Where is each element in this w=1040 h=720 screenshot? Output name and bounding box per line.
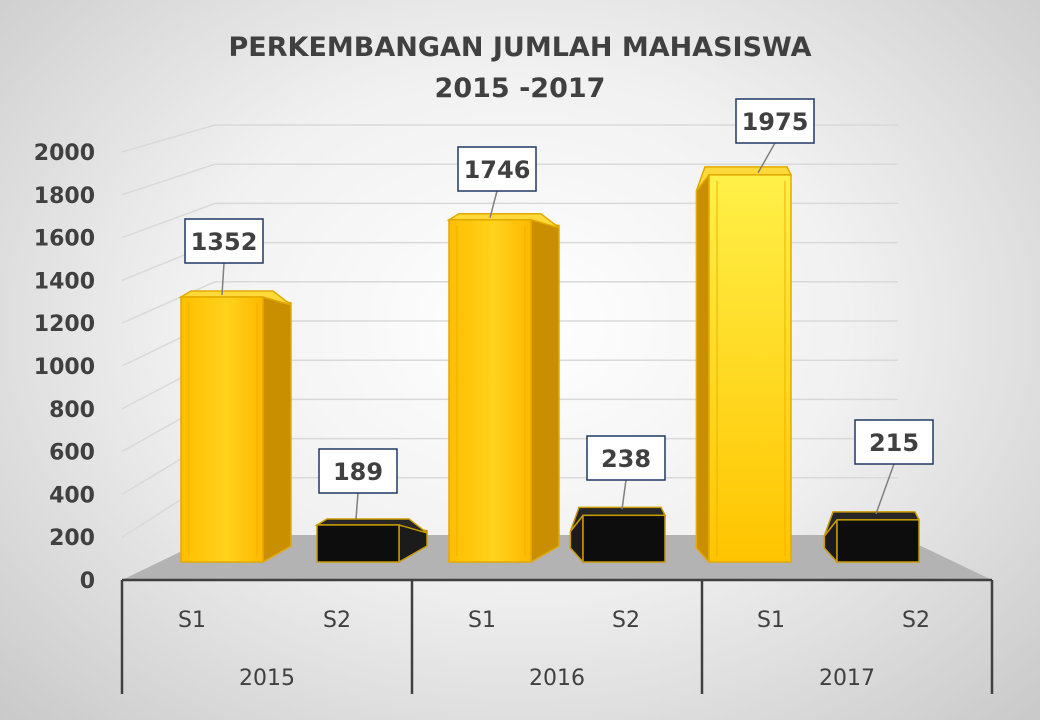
y-axis-ticks: 0 200 400 600 800 1000 1200 1400 1600 1800 2000 [34, 141, 95, 594]
data-label: 189 [318, 448, 398, 520]
bar-front [448, 219, 532, 563]
y-tick-label: 400 [49, 483, 95, 508]
gridline-side [121, 124, 216, 153]
data-label-value: 215 [869, 429, 919, 457]
bar-front [316, 524, 400, 563]
bar-front [836, 519, 920, 563]
bar-s2-2017 [823, 511, 921, 564]
bar-side [262, 296, 292, 564]
bar-side [530, 218, 560, 564]
bar-side [695, 172, 710, 564]
gridline-side [121, 163, 216, 196]
leader-line [621, 479, 627, 510]
bar-s1-2016 [446, 213, 560, 564]
data-label: 1975 [735, 98, 815, 174]
category-label: S1 [468, 608, 496, 633]
bar-s1-2015 [178, 290, 292, 564]
leader-line [875, 463, 895, 515]
bar-front [708, 174, 792, 563]
data-label-value: 238 [601, 445, 651, 473]
data-labels: 1352 189 1746 238 1975 215 [184, 98, 934, 520]
y-tick-label: 1000 [34, 355, 95, 380]
y-tick-label: 2000 [34, 141, 95, 166]
y-tick-label: 800 [49, 398, 95, 423]
category-label: S2 [902, 608, 930, 633]
bar-s1-2017 [695, 166, 793, 564]
y-tick-label: 1400 [34, 269, 95, 294]
x-axis: S1 S2 S1 S2 S1 S2 2015 2016 2017 [120, 578, 994, 694]
bar-front [582, 514, 666, 563]
data-label-value: 1975 [742, 108, 809, 136]
y-tick-label: 1200 [34, 312, 95, 337]
chart-subtitle: 2015 -2017 [435, 73, 606, 104]
data-label-box [318, 448, 398, 494]
bar-s2-2016 [569, 506, 667, 564]
data-label-box [586, 435, 666, 481]
data-label-value: 1352 [191, 228, 258, 256]
y-tick-label: 200 [49, 526, 95, 551]
bars [178, 166, 921, 564]
data-label-box [184, 218, 264, 264]
y-tick-label: 1600 [34, 227, 95, 252]
chart-title: PERKEMBANGAN JUMLAH MAHASISWA [229, 32, 812, 63]
gridline-side [121, 281, 216, 324]
bar-front [180, 296, 264, 563]
y-tick-label: 1800 [34, 184, 95, 209]
data-label: 238 [586, 435, 666, 510]
group-label: 2016 [529, 666, 585, 691]
leader-line [355, 492, 359, 520]
leader-line [489, 190, 498, 218]
data-label: 1746 [457, 146, 537, 218]
data-label: 1352 [184, 218, 264, 296]
data-label-box [735, 98, 815, 144]
data-label-box [457, 146, 537, 192]
data-label: 215 [854, 419, 934, 515]
group-label: 2017 [819, 666, 875, 691]
y-tick-label: 600 [49, 441, 95, 466]
category-label: S1 [757, 608, 785, 633]
category-label: S1 [178, 608, 206, 633]
category-label: S2 [323, 608, 351, 633]
y-tick-label: 0 [80, 569, 95, 594]
leader-line [221, 262, 225, 296]
category-label: S2 [612, 608, 640, 633]
group-label: 2015 [239, 666, 295, 691]
bar-s2-2015 [314, 518, 428, 564]
data-label-value: 189 [333, 458, 383, 486]
data-label-value: 1746 [464, 156, 531, 184]
gridline-side [121, 202, 216, 239]
data-label-box [854, 419, 934, 465]
leader-line [757, 142, 776, 174]
